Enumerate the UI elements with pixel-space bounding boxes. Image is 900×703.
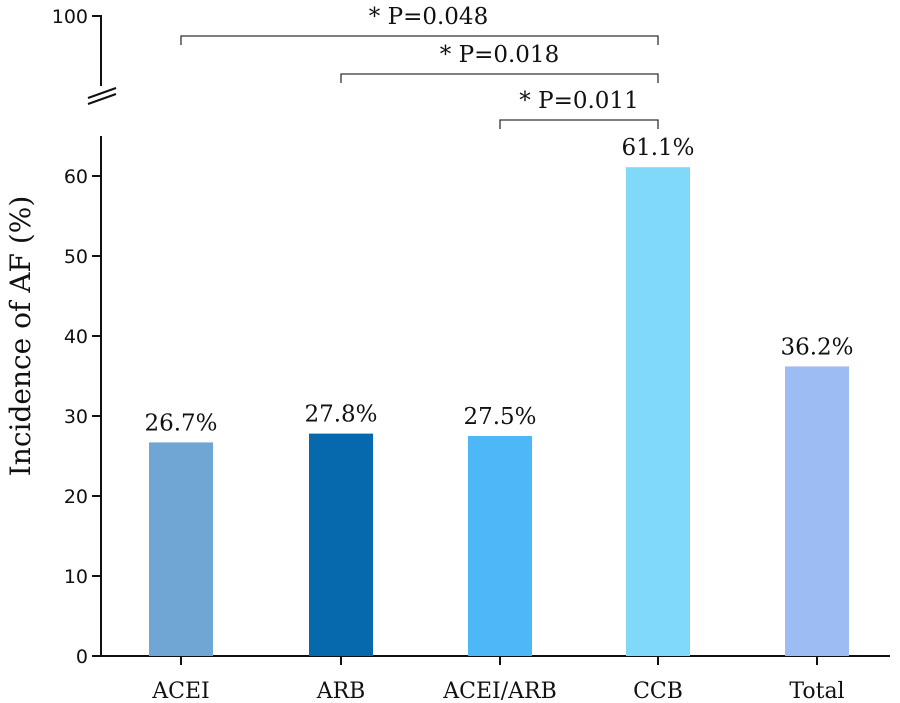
y-axis-ticks: 0 10 20 30 40 50 60 100 xyxy=(52,6,101,668)
significance-bracket xyxy=(180,35,659,45)
y-tick-label: 30 xyxy=(64,406,88,428)
y-tick-label: 10 xyxy=(64,566,88,588)
value-label: 27.8% xyxy=(304,402,377,428)
axis-break-mark xyxy=(87,87,117,99)
significance-brackets: * P=0.048 * P=0.018 * P=0.011 xyxy=(180,4,659,129)
bar-acei-arb xyxy=(468,436,532,656)
category-labels: ACEI ARB ACEI/ARB CCB Total xyxy=(151,679,844,703)
y-tick-label: 20 xyxy=(64,486,88,508)
category-label: CCB xyxy=(633,679,683,703)
category-label: Total xyxy=(789,679,844,703)
y-tick-label: 0 xyxy=(76,646,88,668)
value-label: 26.7% xyxy=(144,410,217,436)
value-label: 61.1% xyxy=(621,135,694,161)
category-label: ACEI/ARB xyxy=(442,679,557,703)
category-label: ACEI xyxy=(151,679,209,703)
y-tick-label: 100 xyxy=(52,6,88,28)
significance-bracket xyxy=(340,73,659,83)
value-label: 27.5% xyxy=(463,404,536,430)
bar-total xyxy=(785,366,849,656)
y-axis-label: Incidence of AF (%) xyxy=(4,196,37,477)
bar-arb xyxy=(309,433,373,656)
significance-label: * P=0.048 xyxy=(369,4,488,30)
significance-bracket xyxy=(499,119,659,129)
significance-label: * P=0.011 xyxy=(519,88,638,114)
value-label: 36.2% xyxy=(780,334,853,360)
value-labels: 26.7% 27.8% 27.5% 61.1% 36.2% xyxy=(144,135,853,436)
bar-ccb xyxy=(626,167,690,656)
category-label: ARB xyxy=(316,679,366,703)
significance-label: * P=0.018 xyxy=(440,42,559,68)
y-tick-label: 40 xyxy=(64,326,88,348)
axis-break-mark xyxy=(87,93,117,105)
y-tick-label: 60 xyxy=(64,166,88,188)
y-tick-label: 50 xyxy=(64,246,88,268)
bars xyxy=(149,167,849,656)
bar-acei xyxy=(149,442,213,656)
